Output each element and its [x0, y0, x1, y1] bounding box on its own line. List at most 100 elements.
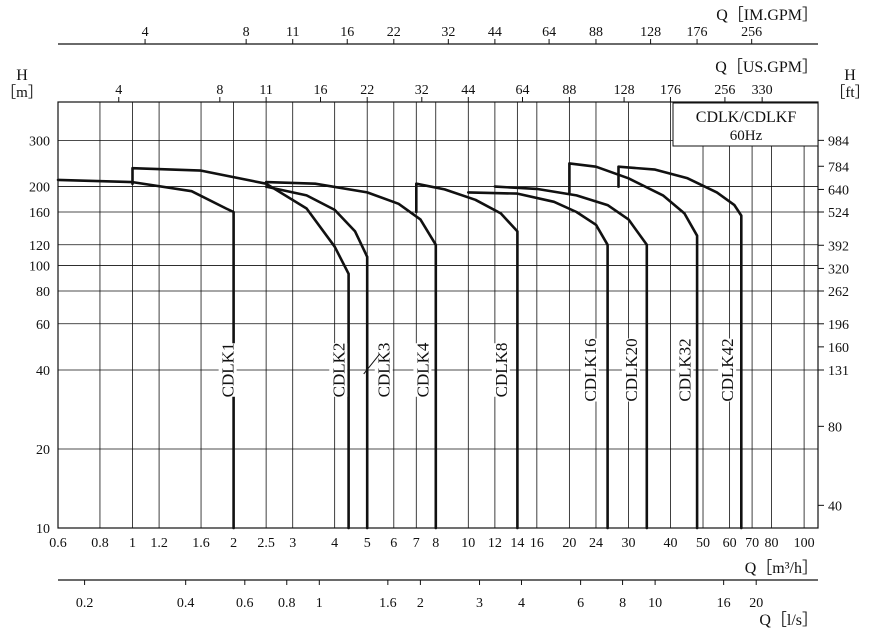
y-axis-left-label: H: [16, 67, 28, 84]
y-right-tick-label: 40: [828, 499, 842, 514]
us-gpm-tick-label: 32: [415, 83, 429, 98]
us-gpm-tick-label: 128: [614, 83, 635, 98]
y-right-tick-label: 196: [828, 318, 849, 333]
im-gpm-tick-label: 44: [488, 25, 502, 40]
series-label-cdlk32: CDLK32: [675, 338, 694, 402]
us-gpm-tick-label: 64: [515, 83, 529, 98]
plot-border: [57, 101, 819, 529]
y-left-tick-label: 10: [36, 522, 50, 537]
x-tick-label: 2: [230, 536, 237, 551]
im-gpm-tick-label: 11: [286, 25, 299, 40]
x-tick-label: 1.6: [192, 536, 210, 551]
series-label-text: CDLK42: [718, 338, 737, 401]
y-right-tick-label: 524: [828, 206, 849, 221]
y-left-tick-label: 100: [29, 260, 50, 275]
chart-title: CDLK/CDLKF: [696, 109, 797, 126]
y-right-tick-label: 784: [828, 160, 849, 175]
y-right-tick-label: 160: [828, 341, 849, 356]
series-label-cdlk8: CDLK8: [491, 343, 511, 398]
us-gpm-tick-label: 256: [714, 83, 735, 98]
curve-cdlk1: [56, 178, 235, 530]
ls-tick-label: 0.8: [278, 596, 296, 611]
series-label-bg: [413, 343, 432, 397]
x-tick-label: 3: [289, 536, 296, 551]
im-gpm-tick-label: 88: [589, 25, 603, 40]
x-tick-label: 6: [390, 536, 397, 551]
y-right-tick-label: 640: [828, 183, 849, 198]
us-gpm-tick-label: 4: [115, 83, 122, 98]
curve-cdlk42: [617, 165, 743, 530]
x-tick-label: 0.6: [49, 536, 67, 551]
x-tick-label: 0.8: [91, 536, 109, 551]
im-gpm-tick-label: 4: [142, 25, 149, 40]
y-left-tick-label: 200: [29, 181, 50, 196]
curve-cdlk32: [568, 162, 699, 530]
us-gpm-tick-label: 176: [660, 83, 681, 98]
im-gpm-tick-label: 64: [542, 25, 556, 40]
ls-tick-label: 6: [577, 596, 584, 611]
series-label-bg: [580, 338, 599, 402]
y-right-tick-label: 131: [828, 364, 849, 379]
x-tick-label: 1.2: [150, 536, 168, 551]
series-label-cdlk2: CDLK2: [329, 343, 348, 397]
series-label-text: CDLK1: [219, 343, 238, 398]
series-label-cdlk1: CDLK1: [218, 343, 238, 398]
chart-title-box: CDLK/CDLKF 60Hz: [672, 102, 819, 147]
curve-cdlk3: [264, 185, 369, 530]
x-tick-label: 20: [562, 536, 576, 551]
im-gpm-tick-label: 256: [741, 25, 762, 40]
x-tick-label: 60: [723, 536, 737, 551]
ls-tick-label: 0.4: [177, 596, 195, 611]
ls-tick-label: 0.6: [236, 596, 254, 611]
x-tick-label: 12: [488, 536, 502, 551]
x-axis-bottom-label: Q［m³/h］: [745, 559, 818, 577]
ls-tick-label: 1: [316, 596, 323, 611]
ls-tick-label: 0.2: [76, 596, 94, 611]
y-left-tick-label: 60: [36, 318, 50, 333]
series-label-cdlk16: CDLK16: [580, 338, 600, 402]
series-labels: CDLK1 CDLK2 CDLK3 CDLK4 CDLK8 CDLK16 CDLK20 CDL…: [218, 338, 737, 402]
y-axis-right-unit: ［ft］: [830, 84, 869, 101]
series-label-text: CDLK20: [622, 338, 641, 401]
curve-cdlk20: [493, 185, 649, 530]
y-right-tick-label: 80: [828, 420, 842, 435]
us-gpm-tick-label: 16: [314, 83, 328, 98]
im-gpm-tick-label: 32: [441, 25, 455, 40]
x-tick-label: 10: [461, 536, 475, 551]
x-axis-top-im-label: Q［IM.GPM］: [716, 6, 818, 24]
series-label-cdlk42: CDLK42: [718, 338, 737, 402]
series-label-bg: [621, 338, 640, 402]
y-right-tick-label: 320: [828, 262, 849, 277]
chart-subtitle: 60Hz: [730, 128, 763, 144]
axes: 0.6 0.8 1 1.2 1.6 2 2.5 3 4 5 6 7 8 10 12 14 16 20 24 30 40 5…: [29, 25, 849, 611]
us-gpm-tick-label: 330: [752, 83, 773, 98]
x-tick-label: 50: [696, 536, 710, 551]
us-gpm-tick-label: 22: [360, 83, 374, 98]
us-gpm-tick-label: 88: [562, 83, 576, 98]
ls-tick-label: 8: [619, 596, 626, 611]
y-left-tick-label: 300: [29, 134, 50, 149]
y-left-tick-label: 160: [29, 206, 50, 221]
curve-cdlk4: [264, 180, 438, 530]
series-label-bg: [491, 343, 510, 397]
x-axis-top-us-label: Q［US.GPM］: [715, 58, 818, 76]
grid-lines: [57, 102, 818, 529]
series-label-text: CDLK4: [413, 342, 432, 397]
series-label-bg: [218, 343, 237, 397]
y-left-tick-label: 20: [36, 443, 50, 458]
y-right-tick-label: 392: [828, 239, 849, 254]
x-tick-label: 1: [129, 536, 136, 551]
series-label-cdlk4: CDLK4: [413, 342, 432, 397]
series-label-text: CDLK32: [675, 338, 694, 401]
x-tick-label: 4: [331, 536, 338, 551]
x-tick-label: 8: [432, 536, 439, 551]
curve-cdlk16: [467, 191, 609, 530]
x-tick-label: 40: [663, 536, 677, 551]
series-label-text: CDLK8: [492, 343, 511, 398]
im-gpm-tick-label: 16: [340, 25, 354, 40]
x-tick-label: 30: [622, 536, 636, 551]
us-gpm-tick-label: 11: [259, 83, 272, 98]
series-label-text: CDLK16: [581, 338, 600, 401]
y-axis-right-label: H: [844, 67, 856, 84]
ls-tick-label: 4: [518, 596, 525, 611]
